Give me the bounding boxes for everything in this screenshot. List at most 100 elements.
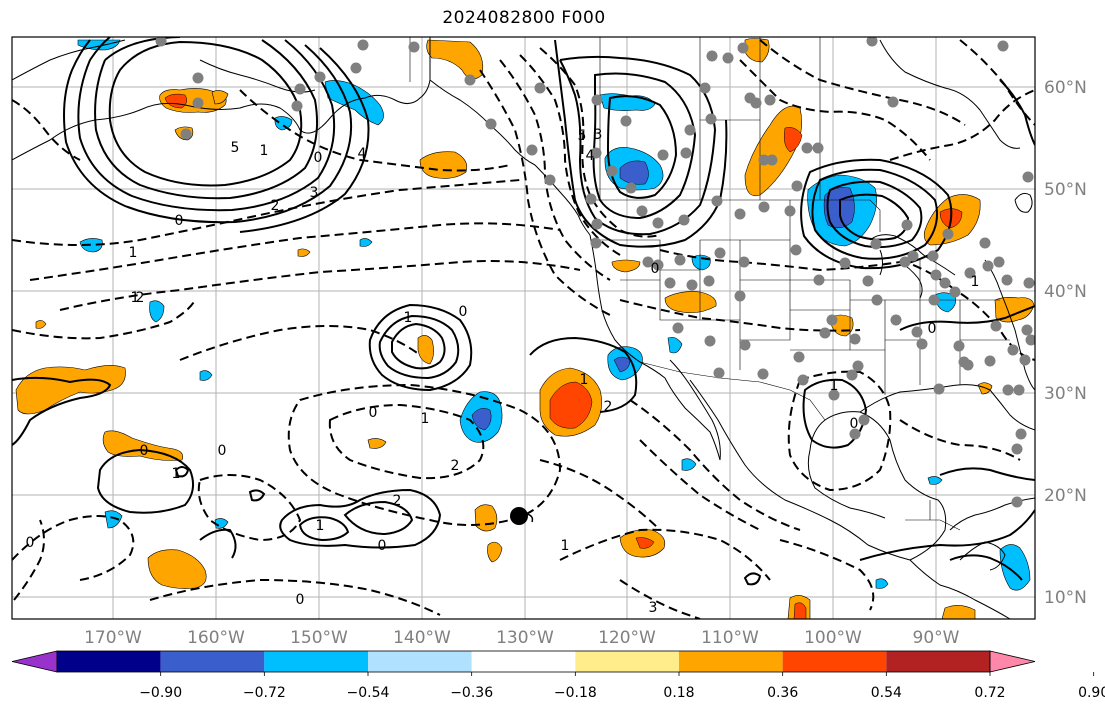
shade-orange-12 xyxy=(994,297,1035,323)
contour-label: 2 xyxy=(136,290,145,306)
colorbar-tick-label: 0.90 xyxy=(1078,685,1105,701)
shade-orange-19 xyxy=(417,335,434,365)
station-dot xyxy=(291,100,303,112)
contour-solid-tex xyxy=(899,305,1035,331)
shade-blue-10 xyxy=(274,116,293,131)
contour-label: 2 xyxy=(393,493,402,509)
contour-label: 2 xyxy=(271,198,280,214)
contour-solid-ne xyxy=(999,79,1035,146)
contour-solid-sw xyxy=(199,528,237,559)
station-dot xyxy=(606,165,618,177)
station-dot xyxy=(544,174,556,186)
contour-label: 4 xyxy=(586,148,595,164)
contour-solid-east-3 xyxy=(811,168,938,260)
coast-hudson xyxy=(879,39,1021,149)
contour-dashed-25 xyxy=(619,299,861,332)
contour-solid-aleut-4 xyxy=(63,39,353,224)
lon-label: 110°W xyxy=(701,628,759,648)
contour-label: 1 xyxy=(172,466,181,482)
contour-dashed-31 xyxy=(619,579,701,619)
station-dot xyxy=(705,113,717,125)
contour-label: 1 xyxy=(971,274,980,290)
contour-solid-small-3 xyxy=(174,466,190,478)
station-dot xyxy=(704,335,716,347)
station-dot xyxy=(1019,354,1031,366)
contour-label: 1 xyxy=(580,372,589,388)
contour-solid-small-2 xyxy=(248,489,266,502)
station-dot xyxy=(984,355,996,367)
contour-label: 1 xyxy=(561,538,570,554)
shade-blue-21 xyxy=(359,238,373,247)
lon-label: 160°W xyxy=(187,628,245,648)
shade-orange-17 xyxy=(941,605,976,619)
contour-label: 0 xyxy=(296,592,305,608)
contour-dashed-13 xyxy=(629,399,801,531)
station-dot xyxy=(793,351,805,363)
contour-solid-gulf-2 xyxy=(859,509,1035,561)
contour-dashed-23 xyxy=(759,39,966,126)
contour-solid-trough-3 xyxy=(606,95,678,199)
contour-label: 3 xyxy=(594,127,603,143)
lon-label: 140°W xyxy=(393,628,451,648)
coast-central-america xyxy=(909,559,1011,619)
contour-label: 5 xyxy=(231,140,240,156)
station-dot xyxy=(930,269,942,281)
lat-label: 20°N xyxy=(1044,486,1087,506)
shade-orange-14 xyxy=(487,541,503,563)
contour-solid-west-2 xyxy=(12,376,112,446)
contour-dashed-27 xyxy=(899,259,1035,361)
shade-blue-17 xyxy=(875,578,889,589)
shade-orange-20 xyxy=(367,438,387,449)
contour-label: 3 xyxy=(310,185,319,201)
storm-position-tail xyxy=(526,513,534,523)
colorbar-extend-max xyxy=(989,650,1036,673)
colorbar-segment xyxy=(471,651,576,672)
station-dot xyxy=(758,154,770,166)
station-dot xyxy=(739,339,751,351)
contour-solid-east-1 xyxy=(826,180,923,249)
station-dot xyxy=(839,257,851,269)
contour-dashed-11 xyxy=(559,528,771,581)
colorbar-segment xyxy=(782,651,887,672)
station-dot xyxy=(1015,428,1027,440)
station-dot xyxy=(1013,384,1025,396)
lon-label: 100°W xyxy=(804,628,862,648)
contour-dashed-3 xyxy=(59,260,581,311)
station-dot xyxy=(1001,274,1013,286)
station-dot xyxy=(927,250,939,262)
contour-dashed-9 xyxy=(12,515,135,581)
coast-baja xyxy=(664,359,721,461)
station-dot xyxy=(652,217,664,229)
contour-dashed-20 xyxy=(499,59,611,281)
station-dot xyxy=(899,256,911,268)
station-dot xyxy=(155,37,167,47)
station-dot xyxy=(784,205,796,217)
shade-red-5 xyxy=(635,537,655,549)
station-dot xyxy=(703,275,715,287)
colorbar-tick-label: −0.36 xyxy=(450,685,493,701)
station-dot xyxy=(585,193,597,205)
coast-east xyxy=(984,259,1035,391)
contour-label: 0 xyxy=(928,321,937,337)
station-dot xyxy=(642,256,654,268)
station-dot xyxy=(1011,443,1023,455)
contour-label: 1 xyxy=(421,411,430,427)
border-provinces xyxy=(599,37,821,200)
station-dot xyxy=(766,154,778,166)
coast-us-west xyxy=(589,234,666,379)
shade-blue-9 xyxy=(934,292,956,313)
shade-orange-23 xyxy=(611,259,641,273)
station-dot xyxy=(949,286,961,298)
colorbar-outline xyxy=(56,650,991,673)
station-dot xyxy=(928,294,940,306)
station-dot xyxy=(916,338,928,350)
station-dot xyxy=(657,149,669,161)
colorbar-tick-label: −0.72 xyxy=(243,685,286,701)
station-dot xyxy=(590,147,602,159)
contour-dashed-17 xyxy=(899,419,1021,461)
station-dot xyxy=(962,359,974,371)
station-dot xyxy=(911,326,923,338)
station-dot xyxy=(939,277,951,289)
